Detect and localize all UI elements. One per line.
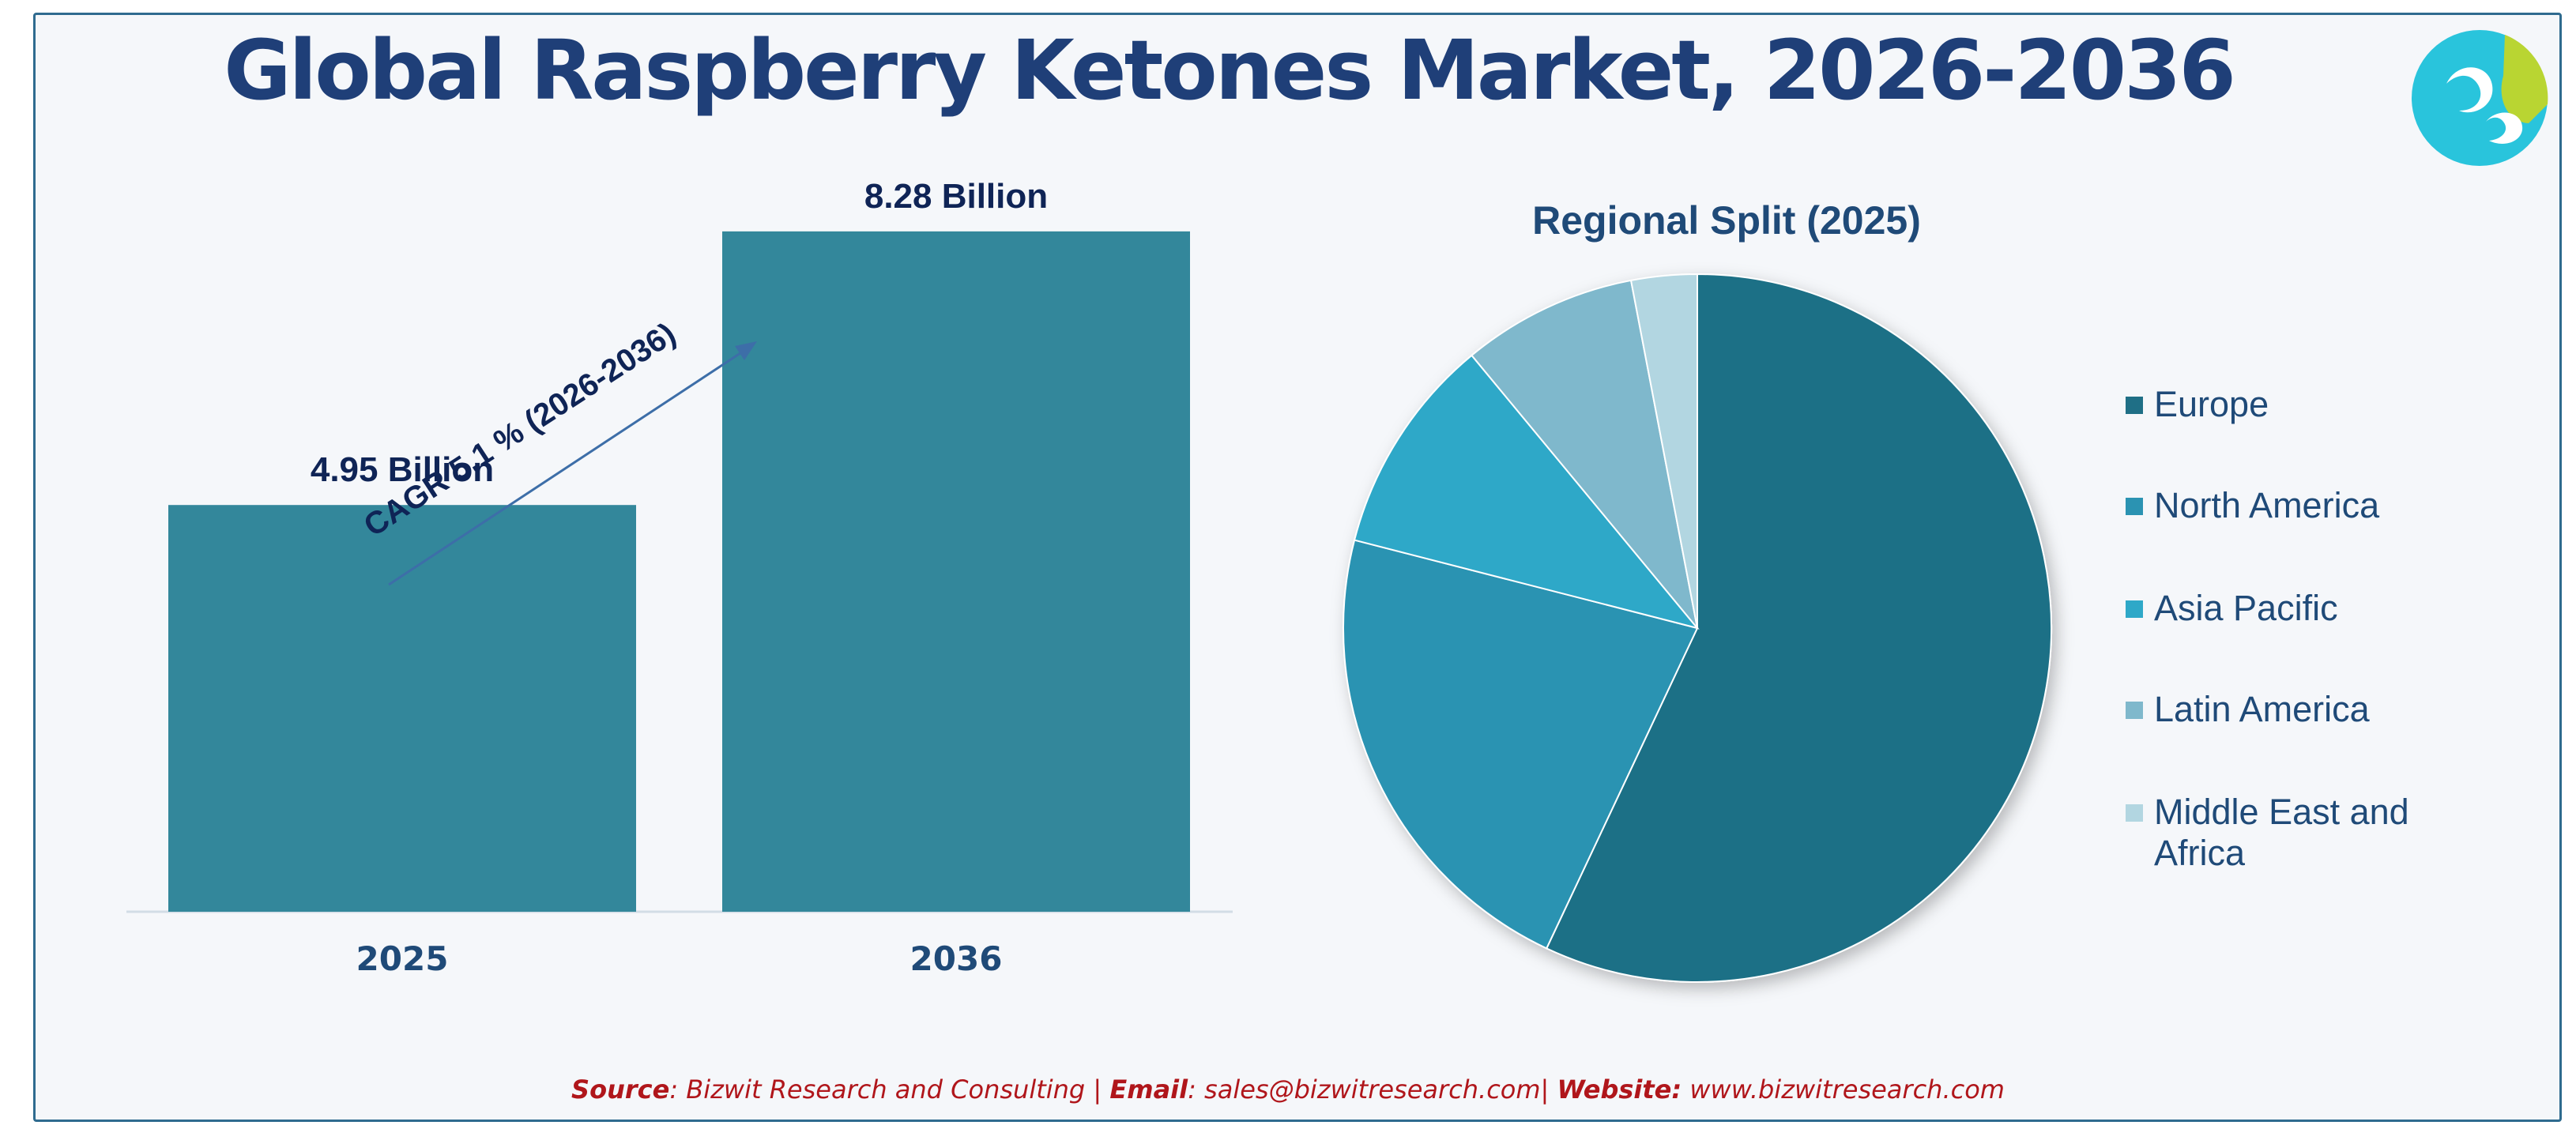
footer-website-label: Website: xyxy=(1557,1074,1682,1105)
legend-item: Middle East and Africa xyxy=(2126,792,2489,874)
page-title: Global Raspberry Ketones Market, 2026-20… xyxy=(224,22,2236,119)
bar-data-label: 4.95 Billion xyxy=(311,450,494,489)
footer-source: Source: Bizwit Research and Consulting |… xyxy=(0,1074,2576,1105)
pie-slice-asia-pacific xyxy=(1353,354,1700,630)
legend-label: Latin America xyxy=(2154,689,2370,729)
footer-source-label: Source xyxy=(571,1074,670,1105)
legend-swatch xyxy=(2126,397,2143,414)
bar-2036 xyxy=(722,231,1190,912)
legend-swatch xyxy=(2126,498,2143,515)
legend-swatch xyxy=(2126,600,2143,618)
legend-item: Europe xyxy=(2126,384,2489,425)
legend-label: Europe xyxy=(2154,384,2269,424)
footer-website-link[interactable]: www.bizwitresearch.com xyxy=(1682,1074,2005,1105)
pie-slice-latin-america xyxy=(1471,279,1698,629)
legend-item: Latin America xyxy=(2126,689,2489,730)
bar-series: 4.95 Billion 2025 8.28 Billion 2036 xyxy=(168,177,1190,978)
footer-email-text: : sales@bizwitresearch.com| xyxy=(1188,1074,1557,1105)
footer-source-text: : Bizwit Research and Consulting | xyxy=(669,1074,1110,1105)
pie-title: Regional Split (2025) xyxy=(1532,198,1921,243)
bar-2025 xyxy=(168,505,636,912)
cagr-arrow-head xyxy=(735,341,757,360)
legend-label: North America xyxy=(2154,485,2380,525)
bar-category-label: 2036 xyxy=(910,939,1003,978)
pie-chart xyxy=(1343,273,2053,983)
legend-label: Middle East and Africa xyxy=(2154,792,2409,873)
legend-swatch xyxy=(2126,804,2143,822)
pie-slice-europe xyxy=(1545,273,2053,983)
legend-label: Asia Pacific xyxy=(2154,588,2338,628)
pie-slices xyxy=(1343,273,2053,983)
bar-data-label: 8.28 Billion xyxy=(864,177,1048,216)
pie-slice-north-america xyxy=(1343,539,1699,950)
footer-email-label: Email xyxy=(1109,1074,1188,1105)
legend-item: North America xyxy=(2126,485,2489,526)
legend-item: Asia Pacific xyxy=(2126,588,2489,629)
pie-slice-middle-east-and-africa xyxy=(1629,273,1698,629)
legend-swatch xyxy=(2126,702,2143,719)
bizwit-logo-icon xyxy=(2412,30,2548,166)
bar-category-label: 2025 xyxy=(356,939,449,978)
cagr-arrow xyxy=(388,350,744,586)
